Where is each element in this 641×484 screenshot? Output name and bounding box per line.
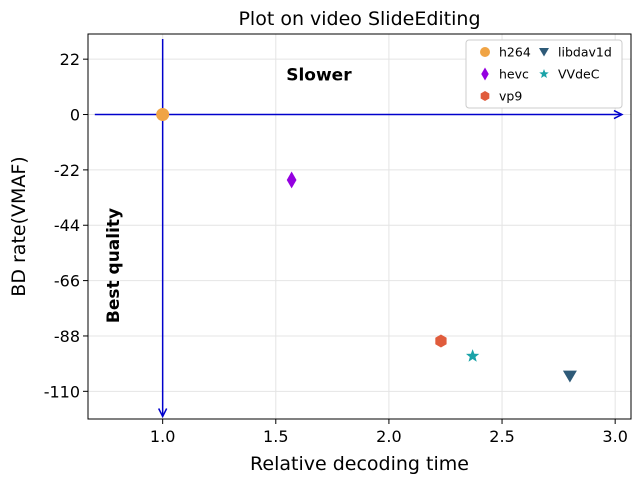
point-vp9 bbox=[435, 334, 447, 348]
y-tick-label: -110 bbox=[44, 382, 80, 401]
y-tick-label: 0 bbox=[70, 106, 80, 125]
y-tick-label: -44 bbox=[54, 216, 80, 235]
data-points bbox=[156, 108, 577, 383]
x-axis-label: Relative decoding time bbox=[250, 453, 469, 475]
legend-label-hevc: hevc bbox=[499, 67, 529, 82]
chart-title: Plot on video SlideEditing bbox=[238, 8, 480, 30]
legend-marker-libdav1d bbox=[539, 48, 549, 57]
y-axis-label: BD rate(VMAF) bbox=[8, 156, 30, 296]
legend-marker-vp9 bbox=[480, 91, 490, 101]
point-libdav1d bbox=[562, 370, 577, 383]
y-tick-label: 22 bbox=[60, 50, 80, 69]
legend-label-libdav1d: libdav1d bbox=[558, 45, 612, 60]
legend: h264 hevc vp9 libdav1d VVdeC bbox=[465, 39, 623, 109]
x-axis-ticks: 1.0 1.5 2.0 2.5 3.0 bbox=[150, 419, 628, 446]
legend-marker-hevc bbox=[481, 67, 489, 81]
annotation-slower: Slower bbox=[286, 65, 352, 85]
point-hevc bbox=[286, 171, 297, 189]
arrow-head bbox=[157, 408, 168, 419]
x-tick-label: 2.0 bbox=[376, 427, 401, 446]
x-tick-label: 1.5 bbox=[263, 427, 288, 446]
y-tick-label: -22 bbox=[54, 161, 80, 180]
legend-label-h264: h264 bbox=[499, 45, 531, 60]
x-tick-label: 2.5 bbox=[489, 427, 514, 446]
legend-marker-vvdec bbox=[539, 69, 549, 79]
y-axis-ticks: 22 0 -22 -44 -66 -88 -110 bbox=[44, 50, 88, 401]
y-tick-label: -88 bbox=[54, 327, 80, 346]
annotations: Slower Best quality bbox=[104, 65, 352, 323]
arrow-head bbox=[613, 109, 624, 120]
annotation-best-quality: Best quality bbox=[104, 208, 124, 323]
x-tick-label: 3.0 bbox=[602, 427, 627, 446]
plot-frame bbox=[87, 33, 632, 420]
point-vvdec bbox=[465, 349, 480, 362]
y-tick-label: -66 bbox=[54, 272, 80, 291]
annotation-arrows bbox=[94, 39, 624, 419]
legend-marker-h264 bbox=[480, 47, 490, 57]
point-h264 bbox=[156, 108, 170, 122]
x-tick-label: 1.0 bbox=[150, 427, 175, 446]
legend-label-vp9: vp9 bbox=[499, 89, 522, 104]
legend-label-vvdec: VVdeC bbox=[558, 67, 600, 82]
